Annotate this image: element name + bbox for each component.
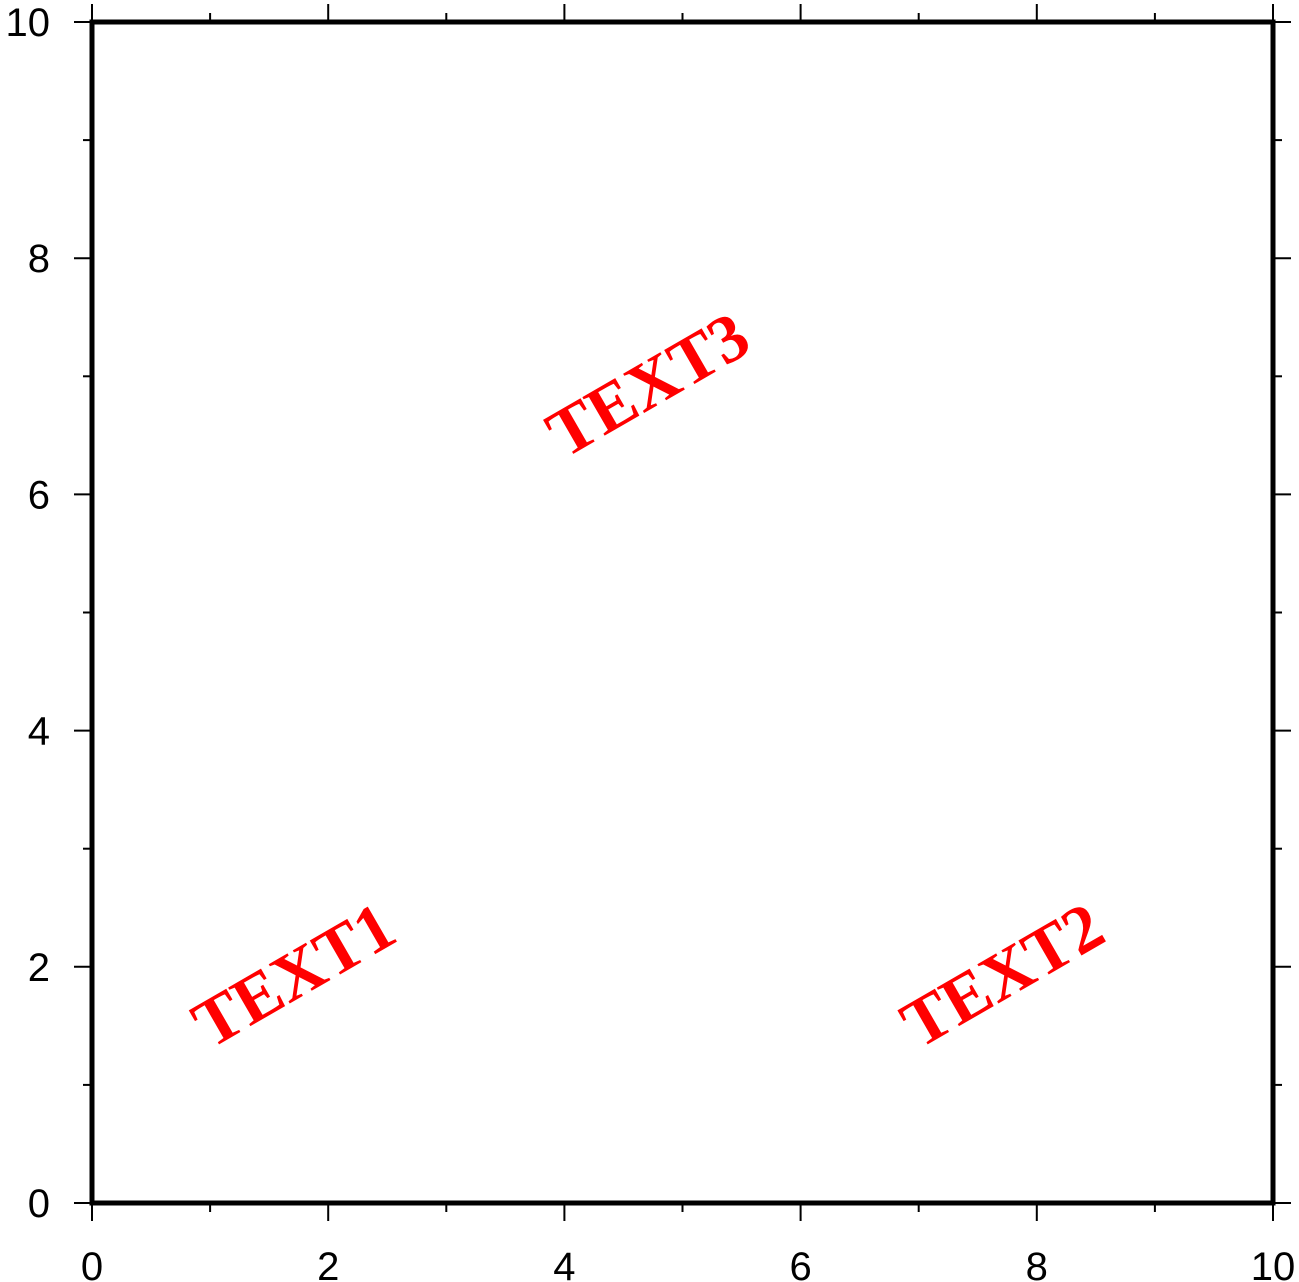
text-annotations: TEXT1 TEXT2 TEXT3 xyxy=(180,297,1116,1063)
x-tick-label: 10 xyxy=(1251,1245,1296,1282)
x-tick-label: 0 xyxy=(81,1245,103,1282)
y-tick-label: 8 xyxy=(28,237,50,281)
axis-tick-labels: 0 2 4 6 8 10 0 2 4 6 8 10 xyxy=(6,1,1296,1282)
y-tick-label: 0 xyxy=(28,1182,50,1226)
y-tick-label: 10 xyxy=(6,1,51,45)
x-tick-label: 6 xyxy=(789,1245,811,1282)
plot-frame xyxy=(89,19,1276,1206)
x-tick-label: 2 xyxy=(317,1245,339,1282)
y-tick-label: 6 xyxy=(28,473,50,517)
annotation-text1: TEXT1 xyxy=(180,887,408,1062)
annotation-text3: TEXT3 xyxy=(534,297,762,472)
x-tick-label: 4 xyxy=(553,1245,575,1282)
y-tick-label: 4 xyxy=(28,710,50,754)
annotation-text2: TEXT2 xyxy=(888,887,1116,1062)
axis-ticks xyxy=(74,4,1291,1221)
x-tick-label: 8 xyxy=(1026,1245,1048,1282)
y-tick-label: 2 xyxy=(28,946,50,990)
